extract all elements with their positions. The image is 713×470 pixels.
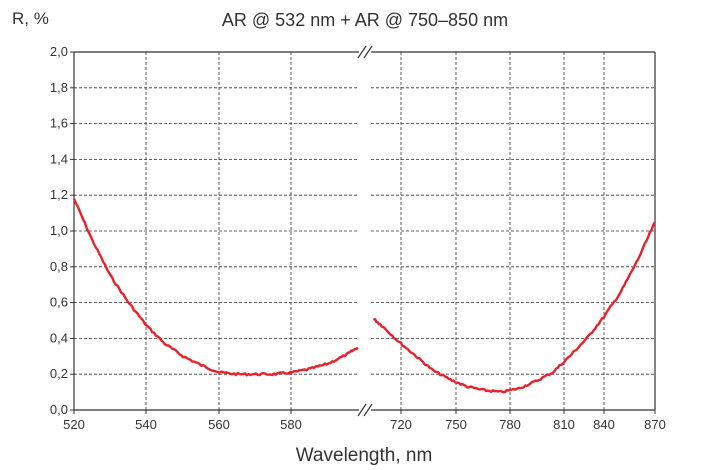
plot-frame — [73, 51, 656, 411]
x-tick-label: 580 — [280, 417, 302, 432]
x-axis-label: Wavelength, nm — [296, 445, 433, 466]
y-tick-label: 1,4 — [50, 151, 68, 166]
axis-break-mark — [357, 45, 367, 59]
data-series — [72, 198, 657, 394]
reflectance-line-segment-2 — [372, 221, 657, 394]
x-tick-label: 720 — [390, 417, 412, 432]
y-tick-label: 2,0 — [50, 44, 68, 59]
y-tick-label: 1,0 — [50, 223, 68, 238]
axis-break-mark — [363, 403, 373, 417]
y-tick-label: 0,2 — [50, 366, 68, 381]
grid — [74, 52, 655, 410]
axis-break-marks — [357, 45, 373, 417]
y-tick-label: 0,6 — [50, 295, 68, 310]
y-tick-label: 1,6 — [50, 116, 68, 131]
y-tick-label: 1,8 — [50, 80, 68, 95]
x-tick-label: 810 — [553, 417, 575, 432]
x-axis-ticks: 520 540 560 580 720 750 780 810 840 870 — [63, 410, 666, 432]
y-tick-label: 1,2 — [50, 187, 68, 202]
y-tick-label: 0,8 — [50, 259, 68, 274]
x-tick-label: 520 — [63, 417, 85, 432]
y-tick-label: 0,0 — [50, 402, 68, 417]
axis-break-mark — [363, 45, 373, 59]
chart-title: AR @ 532 nm + AR @ 750–850 nm — [222, 10, 508, 30]
x-tick-label: 540 — [135, 417, 157, 432]
y-axis-label: R, % — [12, 9, 49, 28]
y-tick-label: 0,4 — [50, 330, 68, 345]
y-axis-ticks: 0,0 0,2 0,4 0,6 0,8 1,0 1,2 1,4 1,6 1,8 2,0 — [50, 44, 74, 417]
x-tick-label: 780 — [499, 417, 521, 432]
x-tick-label: 750 — [445, 417, 467, 432]
x-tick-label: 840 — [593, 417, 615, 432]
axis-break-mark — [357, 403, 367, 417]
reflectance-line-segment-1 — [72, 198, 359, 377]
x-tick-label: 560 — [208, 417, 230, 432]
x-tick-label: 870 — [644, 417, 666, 432]
